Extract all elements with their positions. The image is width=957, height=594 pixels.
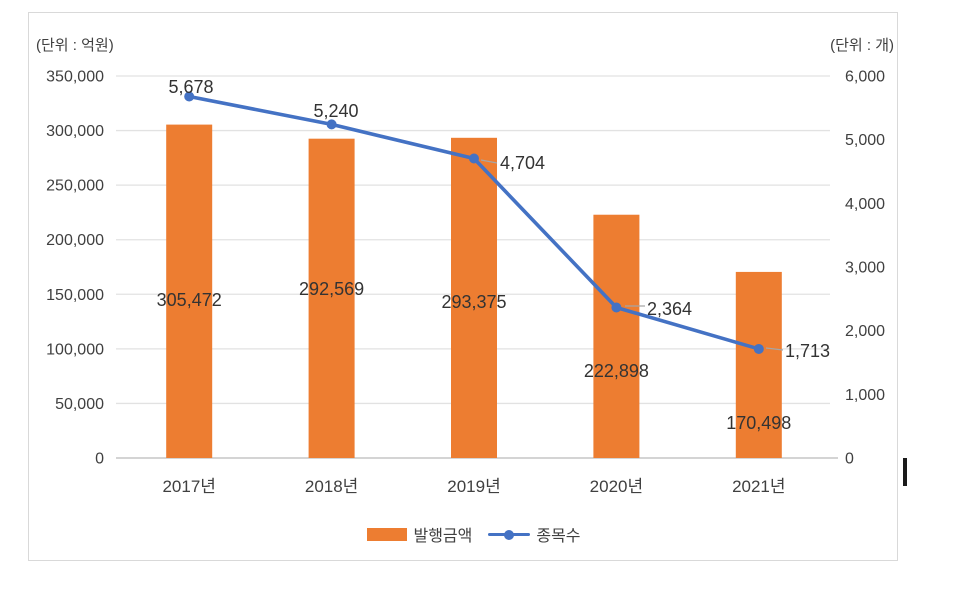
line-value-label: 5,678: [168, 77, 213, 97]
right-axis-tick-label: 4,000: [845, 196, 885, 213]
bar-value-label: 293,375: [441, 292, 506, 312]
bar-column-2020년: [593, 214, 640, 458]
line-point-marker-2020년: [611, 302, 622, 313]
right-axis-tick-label: 2,000: [845, 323, 885, 340]
right-axis-unit-label: (단위 : 개): [830, 37, 894, 54]
right-axis-tick-label: 5,000: [845, 132, 885, 149]
legend-item-issuance-amount: 발행금액: [367, 522, 472, 546]
legend-label-issuance-amount: 발행금액: [413, 528, 473, 545]
line-point-marker-2019년: [469, 153, 479, 164]
line-value-label: 5,240: [313, 101, 358, 121]
line-value-label: 4,704: [500, 153, 545, 173]
left-axis-tick-label: 100,000: [46, 341, 104, 358]
right-axis-tick-label: 3,000: [845, 260, 885, 277]
right-axis-tick-label: 1,000: [845, 387, 885, 404]
left-axis-tick-label: 350,000: [46, 69, 104, 86]
right-axis-tick-label: 6,000: [845, 69, 885, 86]
x-axis-category-label: 2019년: [447, 477, 500, 496]
line-value-label: 1,713: [785, 341, 830, 361]
left-axis-tick-label: 150,000: [46, 287, 104, 304]
bar-column-2019년: [451, 137, 497, 459]
bar-column-2018년: [308, 138, 355, 459]
label-leader-line: [765, 347, 784, 351]
x-axis-category-label: 2021년: [732, 477, 785, 496]
left-axis-tick-label: 300,000: [46, 123, 104, 140]
legend-item-issue-count: 종목수: [488, 522, 581, 546]
legend-label-issue-count: 종목수: [536, 528, 581, 545]
left-axis-tick-label: 0: [95, 451, 104, 468]
bar-value-label: 222,898: [584, 361, 649, 381]
line-point-marker-2017년: [184, 91, 195, 102]
x-axis-category-label: 2017년: [162, 477, 215, 496]
left-axis-unit-label: (단위 : 억원): [36, 37, 114, 54]
chart-legend: 발행금액 종목수: [118, 521, 830, 547]
bar-value-label: 305,472: [157, 290, 222, 310]
bar-column-2017년: [166, 124, 213, 459]
label-leader-line: [480, 159, 498, 164]
line-value-label: 2,364: [647, 299, 692, 319]
bar-column-2021년: [735, 271, 782, 458]
line-series-swatch-icon: [488, 528, 531, 541]
left-axis-tick-label: 250,000: [46, 178, 104, 195]
line-point-marker-2021년: [753, 343, 764, 354]
left-axis-tick-label: 50,000: [55, 396, 104, 413]
left-axis-tick-label: 200,000: [46, 232, 104, 249]
text-cursor-artifact: [903, 458, 907, 486]
bar-series-swatch-icon: [367, 527, 408, 541]
x-axis-category-label: 2018년: [305, 477, 358, 496]
x-axis-category-label: 2020년: [590, 477, 643, 496]
line-point-marker-2018년: [326, 119, 337, 130]
bar-value-label: 292,569: [299, 279, 364, 299]
bar-value-label: 170,498: [726, 413, 791, 433]
right-axis-tick-label: 0: [845, 451, 854, 468]
